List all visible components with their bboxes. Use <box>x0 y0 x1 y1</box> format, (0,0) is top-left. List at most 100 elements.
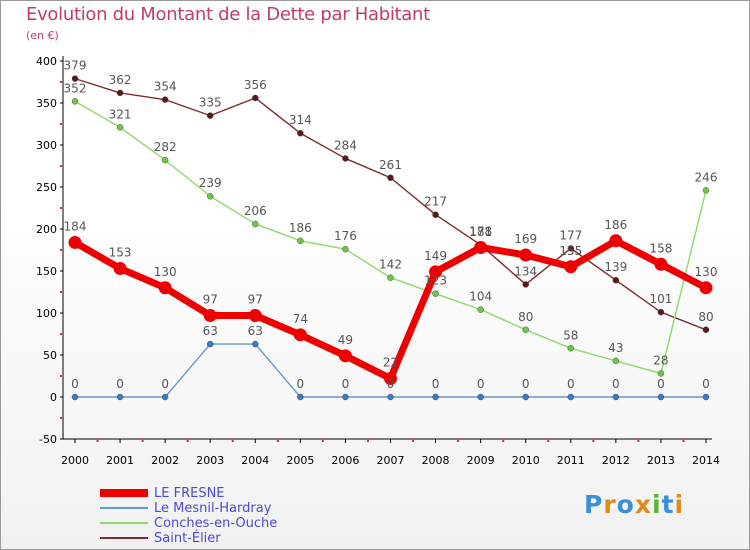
data-label-le-fresne: 97 <box>248 293 263 307</box>
data-point-le-mesnil-hardray <box>612 393 620 401</box>
data-point-saint-elier <box>567 245 574 252</box>
data-point-le-fresne <box>338 349 352 363</box>
x-tick-label: 2004 <box>241 454 269 467</box>
data-label-conches-en-ouche: 352 <box>64 81 87 95</box>
data-point-conches-en-ouche <box>297 237 304 244</box>
data-label-le-mesnil-hardray: 0 <box>387 377 395 391</box>
x-tick-label: 2014 <box>692 454 720 467</box>
data-label-conches-en-ouche: 186 <box>289 221 312 235</box>
data-label-saint-elier: 362 <box>109 73 132 87</box>
data-label-conches-en-ouche: 58 <box>563 328 578 342</box>
data-point-conches-en-ouche <box>522 326 529 333</box>
data-label-le-mesnil-hardray: 0 <box>71 377 79 391</box>
data-label-le-mesnil-hardray: 0 <box>522 377 530 391</box>
data-point-saint-elier <box>387 174 394 181</box>
y-minor-tick <box>60 165 62 167</box>
y-tick-label: 250 <box>36 181 57 194</box>
data-label-le-mesnil-hardray: 0 <box>297 377 305 391</box>
data-point-le-fresne <box>474 240 488 254</box>
legend-item-conches-en-ouche: Conches-en-Ouche <box>100 516 277 531</box>
x-minor-tick <box>276 440 279 442</box>
data-point-conches-en-ouche <box>71 98 79 105</box>
data-label-saint-elier: 80 <box>698 310 713 324</box>
legend-label-saint-elier: Saint-Élier <box>154 530 221 546</box>
data-label-saint-elier: 177 <box>559 228 582 242</box>
data-point-conches-en-ouche <box>252 220 259 228</box>
data-label-conches-en-ouche: 104 <box>469 290 492 304</box>
data-label-le-fresne: 186 <box>604 218 627 232</box>
legend-item-saint-elier: Saint-Élier <box>100 530 221 546</box>
data-point-conches-en-ouche <box>207 193 214 200</box>
data-point-conches-en-ouche <box>612 357 620 365</box>
data-point-le-fresne <box>293 328 307 342</box>
data-point-conches-en-ouche <box>342 245 349 253</box>
data-point-saint-elier <box>207 112 214 119</box>
data-label-saint-elier: 101 <box>649 292 672 306</box>
data-point-saint-elier <box>297 130 304 137</box>
y-minor-tick <box>60 291 62 293</box>
x-minor-tick <box>141 440 144 442</box>
data-label-saint-elier: 335 <box>199 96 222 110</box>
data-point-conches-en-ouche <box>657 370 665 377</box>
data-point-le-mesnil-hardray <box>116 393 124 401</box>
y-minor-tick <box>60 249 62 251</box>
data-point-le-mesnil-hardray <box>567 393 574 401</box>
data-label-le-fresne: 153 <box>109 245 132 259</box>
data-label-conches-en-ouche: 282 <box>154 140 177 154</box>
data-label-saint-elier: 379 <box>64 59 87 73</box>
data-label-conches-en-ouche: 206 <box>244 204 267 218</box>
data-label-le-mesnil-hardray: 0 <box>702 377 710 391</box>
data-point-saint-elier <box>522 281 529 288</box>
x-tick-label: 2011 <box>557 454 585 467</box>
data-label-le-fresne: 130 <box>695 265 718 279</box>
data-point-conches-en-ouche <box>432 290 439 297</box>
data-point-saint-elier <box>657 308 665 316</box>
data-label-le-fresne: 169 <box>514 232 537 246</box>
y-tick-label: -50 <box>39 433 57 446</box>
x-minor-tick <box>366 440 369 442</box>
data-label-saint-elier: 261 <box>379 158 402 172</box>
data-label-conches-en-ouche: 246 <box>695 170 718 184</box>
data-point-conches-en-ouche <box>161 156 169 164</box>
y-minor-tick <box>60 123 62 125</box>
data-label-le-mesnil-hardray: 63 <box>203 324 218 338</box>
data-point-saint-elier <box>432 211 439 218</box>
data-label-conches-en-ouche: 176 <box>334 229 357 243</box>
data-point-le-mesnil-hardray <box>477 393 484 401</box>
data-point-saint-elier <box>342 155 349 162</box>
x-tick-label: 2001 <box>106 454 134 467</box>
data-point-le-mesnil-hardray <box>161 393 169 401</box>
x-minor-tick <box>321 440 324 442</box>
x-tick-label: 2012 <box>602 454 630 467</box>
data-point-conches-en-ouche <box>702 187 710 194</box>
data-point-conches-en-ouche <box>567 345 574 352</box>
data-label-saint-elier: 284 <box>334 138 357 152</box>
data-point-le-mesnil-hardray <box>207 340 214 348</box>
chart-title: Evolution du Montant de la Dette par Hab… <box>26 4 430 25</box>
y-tick-label: 150 <box>36 265 57 278</box>
data-label-saint-elier: 354 <box>154 80 177 94</box>
data-point-le-mesnil-hardray <box>522 393 529 401</box>
data-label-le-fresne: 155 <box>559 244 582 258</box>
data-label-saint-elier: 356 <box>244 78 267 92</box>
x-tick-label: 2000 <box>61 454 89 467</box>
x-minor-tick <box>96 440 99 442</box>
data-label-conches-en-ouche: 123 <box>424 274 447 288</box>
data-label-conches-en-ouche: 43 <box>608 341 623 355</box>
legend-item-le-fresne: LE FRESNE <box>100 485 225 501</box>
data-label-conches-en-ouche: 239 <box>199 176 222 190</box>
data-point-saint-elier <box>116 89 124 97</box>
data-point-saint-elier <box>252 94 259 102</box>
x-tick-label: 2002 <box>151 454 179 467</box>
x-minor-tick <box>682 440 685 442</box>
data-point-saint-elier <box>612 277 620 284</box>
data-point-saint-elier <box>161 96 169 103</box>
data-point-le-fresne <box>654 257 668 271</box>
y-tick-label: 50 <box>43 349 57 362</box>
data-label-saint-elier: 314 <box>289 113 312 127</box>
legend-swatch-conches-en-ouche <box>100 522 148 524</box>
data-label-le-fresne: 158 <box>649 241 672 255</box>
legend-label-le-fresne: LE FRESNE <box>154 485 225 501</box>
data-point-le-fresne <box>68 235 82 249</box>
